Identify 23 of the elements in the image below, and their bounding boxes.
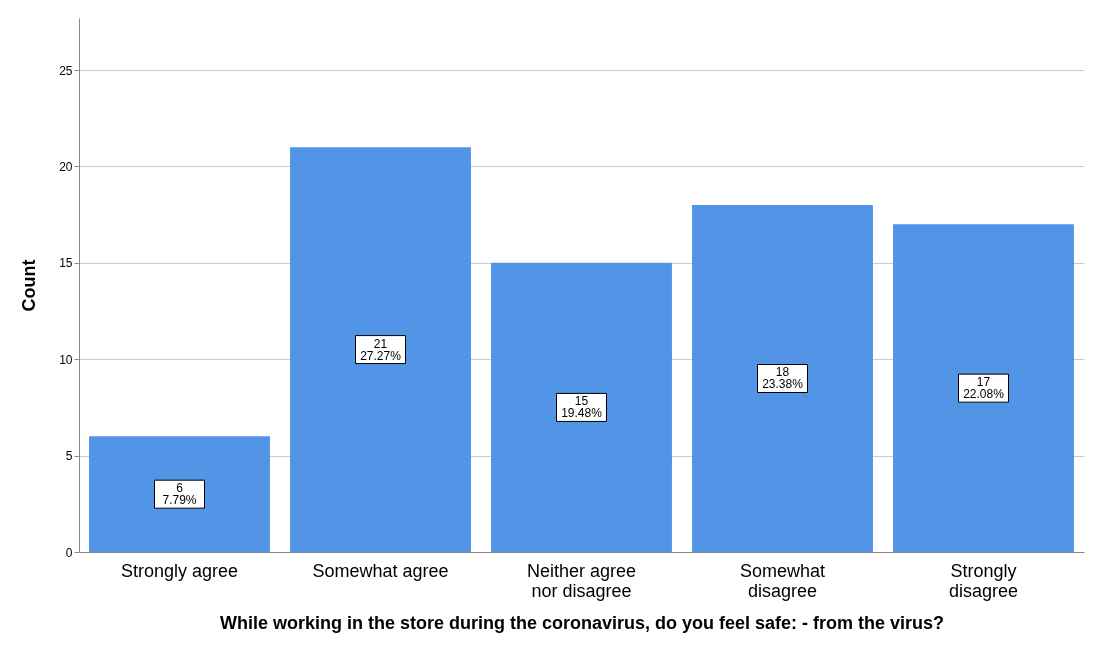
y-tick-label: 10 [59,352,73,367]
bar [893,224,1074,552]
bar [692,205,873,552]
y-tick-label: 15 [59,256,73,271]
data-label: 15 19.48% [561,394,603,421]
y-tick-label: 0 [65,545,73,560]
y-tick-label: 20 [59,159,73,174]
bar [89,436,270,552]
x-axis-title: While working in the store during the coronavirus, do you feel safe: - from the virus? [219,612,945,633]
y-tick-label: 25 [59,63,73,78]
x-tick-label: Somewhat disagree [739,560,826,601]
bar [290,147,471,552]
data-label: 6 7.79% [162,481,197,508]
y-axis-title: Count [19,259,40,312]
x-tick-label: Strongly agree [120,560,239,581]
data-label: 21 27.27% [360,336,402,363]
data-label: 18 23.38% [762,365,804,392]
bar [491,262,672,552]
x-tick-label: Strongly disagree [948,560,1019,601]
x-tick-label: Neither agree nor disagree [526,560,637,601]
data-label: 17 22.08% [963,375,1005,402]
y-tick-label: 5 [65,449,73,464]
x-tick-label: Somewhat agree [312,560,449,581]
